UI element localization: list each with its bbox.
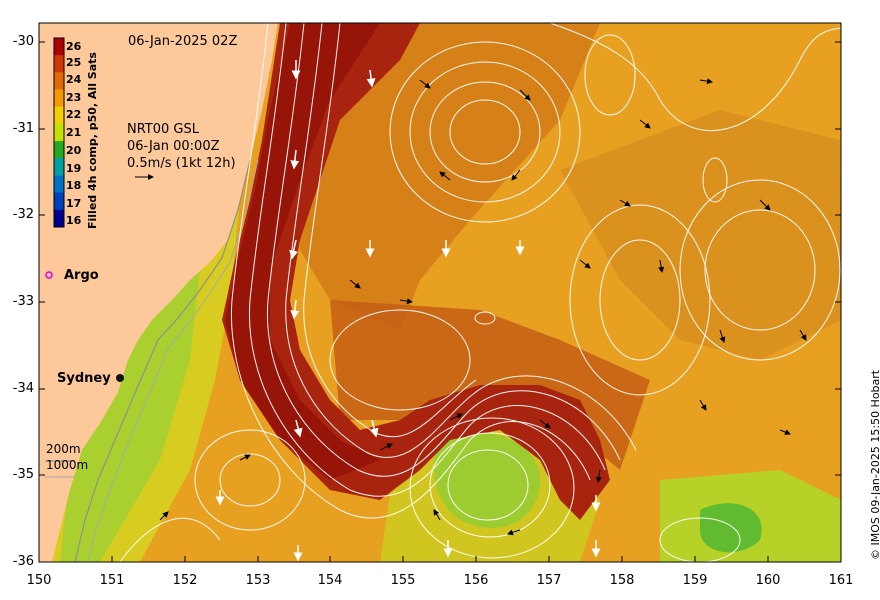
colorbar-tick: 18: [66, 179, 82, 192]
x-tick-label: 155: [390, 573, 416, 588]
x-tick-label: 159: [682, 573, 708, 588]
x-tick-label: 161: [828, 573, 854, 588]
x-tick-label: 153: [245, 573, 271, 588]
colorbar-frame: [53, 37, 65, 228]
sydney-label: Sydney: [57, 371, 111, 386]
colorbar-swatch: [54, 141, 64, 159]
colorbar-swatch: [54, 158, 64, 176]
colorbar-swatch: [54, 175, 64, 194]
colorbar-swatch: [54, 123, 64, 142]
y-tick-label: -31: [12, 121, 34, 136]
eac-warm-core: [222, 23, 610, 520]
product-line-3: 0.5m/s (1kt 12h): [127, 156, 236, 171]
colorbar-tick: 23: [66, 91, 82, 104]
colorbar-tick: 26: [66, 40, 82, 53]
sst-southeast-greenpatch: [700, 503, 762, 553]
colorbar-tick: 16: [66, 214, 82, 227]
y-tick-label: -30: [12, 34, 34, 49]
y-tick-label: -34: [12, 381, 34, 396]
colorbar-swatch: [54, 38, 64, 56]
product-info: NRT00 GSL 06-Jan 00:00Z 0.5m/s (1kt 12h): [127, 121, 236, 172]
colorbar-swatch: [54, 209, 64, 228]
date-label: 06-Jan-2025 02Z: [128, 34, 238, 49]
sea-level-contours: [119, 23, 841, 562]
x-tick-label: 160: [755, 573, 781, 588]
y-tick-label: -35: [12, 467, 34, 482]
colorbar-tick: 24: [66, 73, 82, 86]
colorbar-tick: 20: [66, 144, 82, 157]
colorbar-swatch: [54, 72, 64, 91]
sydney-marker: [116, 374, 124, 382]
x-tick-label: 156: [463, 573, 489, 588]
bathymetry-1000m: [87, 159, 259, 562]
colorbar: [53, 37, 65, 228]
colorbar-swatch: [54, 55, 64, 73]
x-tick-label: 158: [609, 573, 635, 588]
current-arrows-strong: [215, 60, 601, 562]
y-tick-label: -32: [12, 207, 34, 222]
colorbar-title: Filled 4h comp, p50, All Sats: [86, 52, 99, 229]
current-arrows: [159, 78, 807, 536]
sst-southern-green: [434, 432, 540, 528]
colorbar-tick: 19: [66, 162, 82, 175]
eac-core-dark: [225, 23, 380, 480]
x-tick-label: 151: [99, 573, 125, 588]
colorbar-tick: 25: [66, 56, 82, 69]
x-tick-label: 152: [172, 573, 198, 588]
x-tick-label: 154: [317, 573, 343, 588]
colorbar-swatch: [54, 89, 64, 108]
colorbar-swatch: [54, 106, 64, 125]
y-tick-label: -36: [12, 554, 34, 569]
land-mass: [39, 23, 278, 562]
x-tick-label: 150: [26, 573, 52, 588]
colorbar-tick: 22: [66, 108, 82, 121]
depth-label-200m: 200m: [46, 442, 81, 456]
bathymetry-200m: [74, 159, 251, 562]
argo-label: Argo: [64, 268, 99, 283]
argo-marker: [45, 271, 53, 279]
sst-mid-zone-east: [560, 110, 841, 360]
colorbar-swatch: [54, 192, 64, 211]
colorbar-tick: 17: [66, 197, 82, 210]
plot-frame: [38, 22, 842, 563]
y-tick-label: -33: [12, 294, 34, 309]
x-tick-label: 157: [536, 573, 562, 588]
axis-ticks: [38, 41, 842, 562]
copyright-label: © IMOS 09-Jan-2025 15:50 Hobart: [869, 369, 880, 560]
colorbar-tick: 21: [66, 126, 82, 139]
product-line-2: 06-Jan 00:00Z: [127, 139, 220, 154]
depth-label-1000m: 1000m: [46, 458, 89, 472]
product-line-1: NRT00 GSL: [127, 122, 199, 137]
